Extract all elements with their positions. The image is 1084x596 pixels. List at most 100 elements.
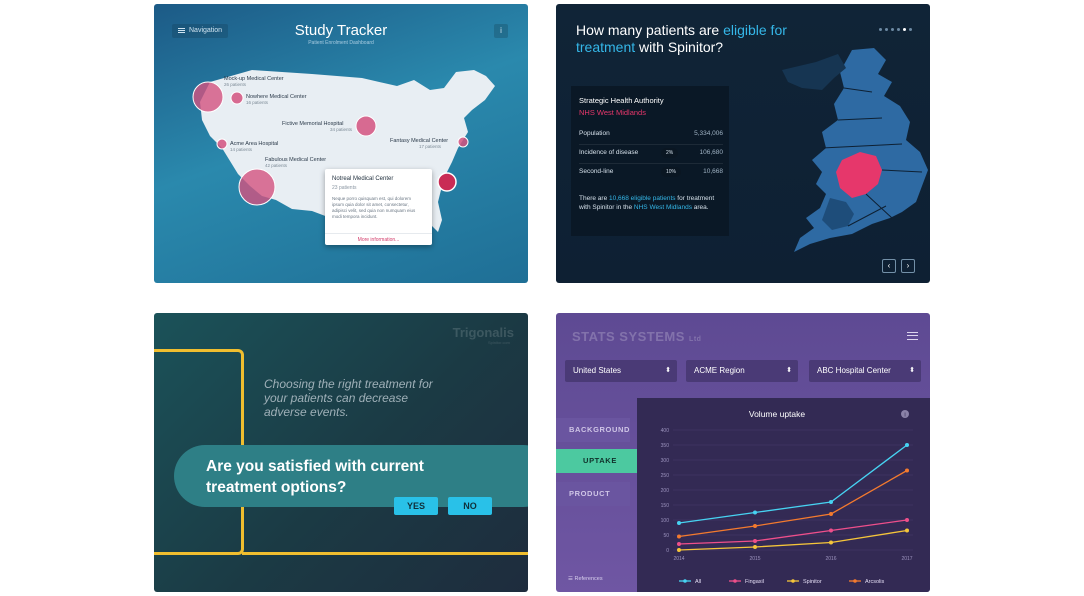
more-information-link[interactable]: More information... <box>325 233 432 245</box>
data-point-all <box>753 510 757 515</box>
hamburger-icon <box>178 27 185 33</box>
eligibility-panel: How many patients are eligible for treat… <box>556 4 930 283</box>
data-point-fingaxil <box>905 518 909 522</box>
data-point-arcsolis <box>829 512 833 516</box>
menu-icon[interactable] <box>907 332 918 340</box>
navigation-label: Navigation <box>189 27 223 34</box>
legend-label: Spinitor <box>803 579 822 585</box>
slide-dot[interactable] <box>891 28 894 31</box>
west-midlands-region[interactable] <box>836 152 882 198</box>
y-tick-label: 300 <box>661 458 670 464</box>
marker-fictive[interactable] <box>355 115 377 137</box>
popup-title: Notreal Medical Center <box>332 176 394 182</box>
legend-label: All <box>695 579 701 585</box>
marker-fabulous[interactable] <box>238 168 276 206</box>
x-tick-label: 2014 <box>673 556 684 562</box>
second-line-pill[interactable]: 10% <box>661 167 682 177</box>
series-line-fingaxil <box>678 519 908 545</box>
next-button[interactable]: › <box>901 259 915 273</box>
data-point-spinitor <box>753 545 757 549</box>
data-point-arcsolis <box>905 468 909 473</box>
x-tick-label: 2016 <box>825 556 836 562</box>
data-point-fingaxil <box>677 542 681 546</box>
data-point-arcsolis <box>753 524 757 528</box>
y-tick-label: 0 <box>666 548 669 554</box>
legend-dot <box>733 579 737 583</box>
survey-panel: Trigonalis Spinitor.com Choosing the rig… <box>154 313 528 592</box>
page-subtitle: Patient Enrolment Dashboard <box>308 40 374 46</box>
slide-dot[interactable] <box>879 28 882 31</box>
authority-name: NHS West Midlands <box>579 108 646 117</box>
center-label-nowhere: Nowhere Medical Center 16 patients <box>246 94 307 105</box>
chart-card: Volume uptake i 0 50 100 150 200 250 300 350 400… <box>637 398 930 592</box>
data-point-spinitor <box>829 540 833 545</box>
wales-shape <box>822 198 854 230</box>
center-popup: Notreal Medical Center 23 patients Neque… <box>325 169 432 245</box>
question-banner <box>174 445 528 507</box>
brand-logo: Trigonalis <box>452 325 514 340</box>
marker-nowhere[interactable] <box>230 91 244 105</box>
center-label-fabulous: Fabulous Medical Center 42 patients <box>265 157 327 168</box>
popup-body: Neque porro quisquam est, qui dolorem ip… <box>332 196 416 219</box>
hospital-select[interactable]: ABC Hospital Center ⬍ <box>809 360 921 382</box>
data-point-fingaxil <box>829 528 833 533</box>
center-label-fantasy: Fantasy Medical Center 17 patients <box>390 138 449 149</box>
authority-label: Strategic Health Authority <box>579 96 664 105</box>
center-label-mockup: Mock-up Medical Center 26 patients <box>224 76 284 87</box>
row-divider <box>579 163 723 164</box>
select-caret-icon: ⬍ <box>909 367 915 374</box>
yes-button[interactable]: YES <box>394 497 438 515</box>
marker-acme[interactable] <box>216 138 228 150</box>
data-point-all <box>905 443 909 447</box>
marker-notreal[interactable] <box>437 172 457 192</box>
data-point-fingaxil <box>753 539 757 543</box>
tab-uptake[interactable]: UPTAKE <box>556 449 644 473</box>
stats-logo: STATS SYSTEMS Ltd <box>572 329 702 344</box>
slide-dot-active[interactable] <box>903 28 906 31</box>
page-title: Study Tracker <box>294 22 388 39</box>
chart-title: Volume uptake <box>749 409 806 419</box>
marker-fantasy[interactable] <box>457 136 469 148</box>
slide-indicator <box>876 18 912 36</box>
navigation-button[interactable]: Navigation <box>172 24 229 38</box>
y-tick-label: 350 <box>661 443 670 449</box>
region-borders <box>821 87 923 227</box>
slide-dot[interactable] <box>885 28 888 31</box>
y-tick-label: 200 <box>661 488 670 494</box>
references-link[interactable]: ☰ References <box>568 576 603 582</box>
y-tick-label: 400 <box>661 428 670 434</box>
data-point-spinitor <box>677 548 681 552</box>
uptake-chart: Volume uptake i 0 50 100 150 200 250 300 350 400… <box>661 409 913 585</box>
select-caret-icon: ⬍ <box>665 367 671 374</box>
slide-dot[interactable] <box>909 28 912 31</box>
eligibility-question: How many patients are eligible for treat… <box>576 22 787 55</box>
series-line-all <box>678 444 908 524</box>
row-divider <box>579 144 723 145</box>
prev-button[interactable]: ‹ <box>882 259 896 273</box>
legend-label: Fingaxil <box>745 579 764 585</box>
info-icon[interactable]: i <box>901 410 909 419</box>
y-tick-label: 50 <box>663 533 669 539</box>
info-button[interactable]: i <box>494 24 508 38</box>
y-tick-label: 250 <box>661 473 670 479</box>
legend-dot <box>853 579 857 583</box>
eligible-note: There are 10,668 eligible patients for t… <box>579 195 715 211</box>
accent-line <box>242 552 528 555</box>
data-point-all <box>677 521 681 525</box>
england-shape <box>794 48 928 252</box>
data-point-spinitor <box>905 528 909 533</box>
country-select[interactable]: United States ⬍ <box>565 360 677 382</box>
marker-mockup[interactable] <box>192 81 224 113</box>
stats-panel: STATS SYSTEMS Ltd United States ⬍ ACME Re… <box>556 313 930 592</box>
y-tick-label: 100 <box>661 518 670 524</box>
region-select[interactable]: ACME Region ⬍ <box>686 360 798 382</box>
x-tick-label: 2015 <box>749 556 760 562</box>
tab-product[interactable]: PRODUCT <box>556 482 630 506</box>
slide-dot[interactable] <box>897 28 900 31</box>
incidence-pill[interactable]: 2% <box>661 148 679 158</box>
no-button[interactable]: NO <box>448 497 492 515</box>
tab-background[interactable]: BACKGROUND <box>556 418 630 442</box>
svg-text:i: i <box>904 413 905 419</box>
legend-dot <box>791 579 795 583</box>
legend-label: Arcsolis <box>865 579 885 585</box>
